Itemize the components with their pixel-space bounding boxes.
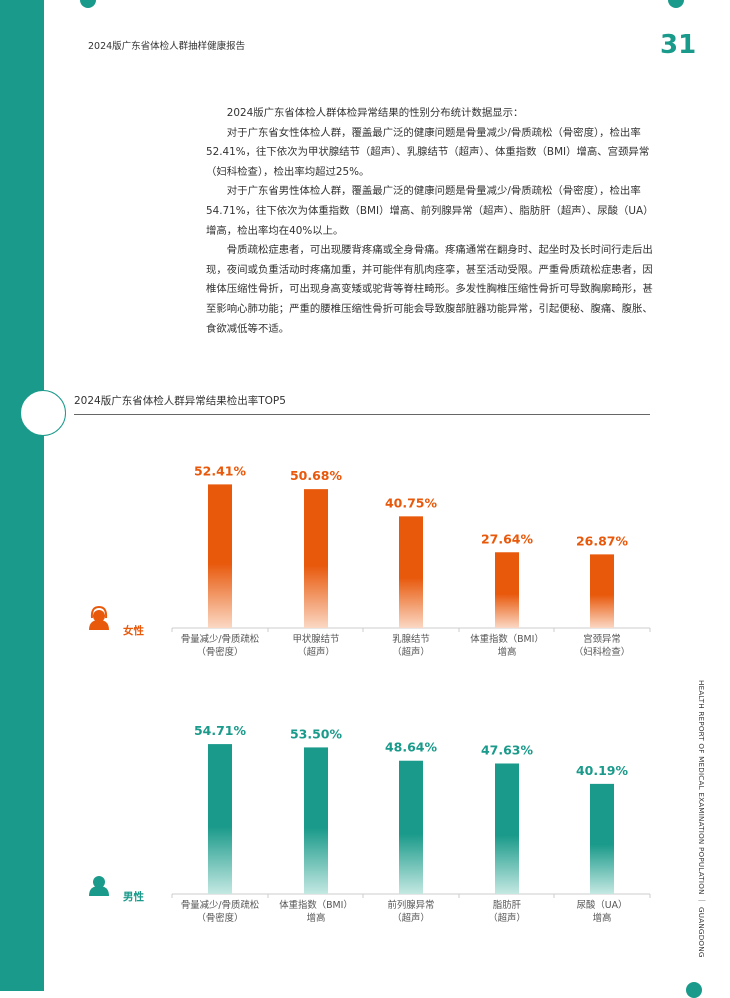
category-tick-label: （超声）: [297, 646, 335, 658]
paragraph: 骨质疏松症患者，可出现腰背疼痛或全身骨痛。疼痛通常在翻身时、起坐时及长时间行走后…: [206, 244, 653, 335]
category-tick-label: 尿酸（UA）: [577, 899, 628, 911]
data-label: 53.50%: [290, 726, 343, 741]
female-chart: 女性52.41%骨量减少/骨质疏松（骨密度）50.68%甲状腺结节（超声）40.…: [89, 463, 651, 658]
category-tick-label: 骨量减少/骨质疏松: [181, 633, 259, 645]
data-label: 54.71%: [194, 723, 247, 738]
page-number: 31: [660, 30, 697, 60]
male-user-icon: [89, 876, 109, 896]
bar: [304, 747, 328, 894]
report-header-title: 2024版广东省体检人群抽样健康报告: [88, 41, 246, 52]
category-tick-label: 乳腺结节: [392, 633, 430, 645]
paragraph: 2024版广东省体检人群体检异常结果的性别分布统计数据显示：: [226, 107, 524, 119]
category-tick-label: 体重指数（BMI）: [470, 633, 544, 645]
chart-title: 2024版广东省体检人群异常结果检出率TOP5: [74, 395, 286, 407]
category-tick-label: 甲状腺结节: [293, 633, 340, 645]
top-left-dot-decoration: [80, 0, 96, 8]
bar: [590, 783, 614, 894]
category-tick-label: （超声）: [392, 646, 430, 658]
bar: [208, 744, 232, 894]
category-tick-label: 脂肪肝: [493, 899, 521, 911]
category-tick-label: 增高: [593, 912, 612, 924]
category-tick-label: （骨密度）: [197, 646, 244, 658]
female-user-icon: [89, 605, 109, 630]
paragraph: 对于广东省男性体检人群，覆盖最广泛的健康问题是骨量减少/骨质疏松（骨密度），检出…: [206, 185, 654, 237]
group-label: 女性: [123, 624, 144, 637]
category-tick-label: 前列腺异常: [388, 899, 435, 911]
category-tick-label: （骨密度）: [197, 912, 244, 924]
data-label: 50.68%: [290, 468, 343, 483]
band-notch-decoration: [20, 390, 66, 436]
data-label: 47.63%: [481, 742, 534, 757]
category-tick-label: 增高: [307, 912, 326, 924]
bar: [495, 763, 519, 894]
data-label: 40.19%: [576, 763, 629, 778]
data-label: 40.75%: [385, 495, 438, 510]
bar: [399, 760, 423, 894]
category-tick-label: 体重指数（BMI）: [279, 899, 353, 911]
body-text: 2024版广东省体检人群体检异常结果的性别分布统计数据显示： 对于广东省女性体检…: [206, 104, 660, 339]
top-right-dot-decoration: [668, 0, 684, 8]
side-caption: HEALTH REPORT OF MEDICAL EXAMINATION POP…: [694, 680, 708, 958]
bar: [304, 489, 328, 628]
bar: [399, 516, 423, 628]
group-label: 男性: [123, 890, 144, 903]
category-tick-label: 增高: [498, 646, 517, 658]
category-tick-label: 宫颈异常: [583, 633, 621, 645]
side-caption-text: HEALTH REPORT OF MEDICAL EXAMINATION POP…: [697, 680, 706, 958]
data-label: 52.41%: [194, 463, 247, 478]
bar: [590, 554, 614, 628]
bar: [495, 552, 519, 628]
category-tick-label: 骨量减少/骨质疏松: [181, 899, 259, 911]
data-label: 26.87%: [576, 533, 629, 548]
category-tick-label: （超声）: [488, 912, 526, 924]
data-label: 27.64%: [481, 531, 534, 546]
male-chart: 男性54.71%骨量减少/骨质疏松（骨密度）53.50%体重指数（BMI）增高4…: [89, 723, 651, 924]
bar: [208, 484, 232, 628]
category-tick-label: （妇科检查）: [574, 646, 630, 658]
left-color-band: [0, 0, 44, 991]
chart-title-rule: [74, 414, 650, 415]
category-tick-label: （超声）: [392, 912, 430, 924]
paragraph: 对于广东省女性体检人群，覆盖最广泛的健康问题是骨量减少/骨质疏松（骨密度），检出…: [206, 126, 650, 178]
data-label: 48.64%: [385, 740, 438, 755]
